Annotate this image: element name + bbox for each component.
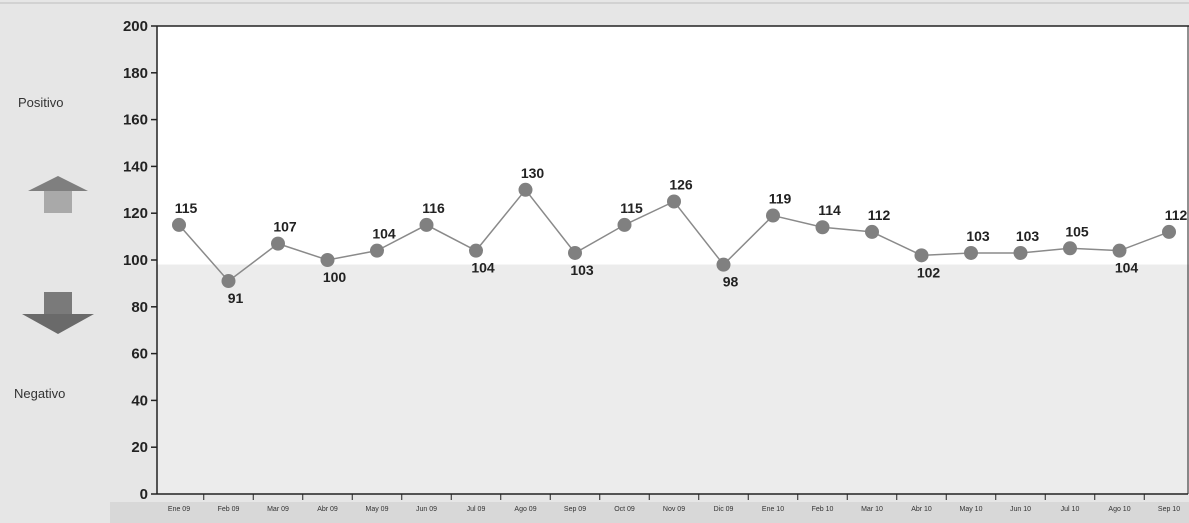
data-point — [172, 217, 186, 232]
data-label: 112 — [1165, 207, 1188, 223]
data-label: 115 — [620, 200, 643, 216]
y-tick-label: 60 — [131, 346, 148, 363]
data-point — [370, 243, 384, 258]
y-tick-label: 120 — [123, 205, 148, 222]
data-label: 91 — [228, 290, 244, 306]
data-point — [518, 182, 533, 197]
data-point — [914, 248, 929, 263]
x-tick-label: Ene 10 — [762, 506, 784, 513]
x-tick-label: Abr 09 — [317, 506, 338, 513]
data-label: 130 — [521, 165, 545, 181]
data-point — [865, 224, 879, 239]
x-tick-label: Jun 10 — [1010, 506, 1031, 513]
data-label: 112 — [868, 207, 891, 223]
x-axis-strip — [110, 502, 1189, 523]
data-point — [766, 208, 780, 223]
data-label: 100 — [323, 269, 347, 285]
x-tick-label: Mar 10 — [861, 506, 883, 513]
x-tick-label: May 09 — [366, 506, 389, 513]
x-tick-label: Mar 09 — [267, 506, 289, 513]
data-labels: 115 91 107 100 104 116 104 130 103 115 126 98 119 114… — [175, 165, 1188, 306]
x-tick-label: Ago 09 — [514, 506, 536, 513]
data-point — [469, 243, 483, 258]
x-tick-label: Jul 10 — [1061, 506, 1080, 513]
data-point — [815, 220, 830, 235]
positive-label: Positivo — [18, 95, 64, 110]
negative-label: Negativo — [14, 386, 65, 401]
x-tick-label: Abr 10 — [911, 506, 932, 513]
data-label: 103 — [966, 228, 990, 244]
arrow-up-icon — [28, 176, 88, 213]
reference-band — [157, 264, 1189, 494]
data-point — [568, 245, 582, 260]
data-label: 104 — [471, 260, 495, 276]
data-label: 104 — [372, 226, 396, 242]
y-tick-label: 20 — [131, 439, 148, 456]
y-tick-label: 160 — [123, 112, 148, 129]
data-label: 126 — [669, 177, 693, 193]
data-label: 107 — [273, 219, 297, 235]
x-tick-label: Dic 09 — [714, 506, 734, 513]
x-axis-ticks: Ene 09 Feb 09 Mar 09 Abr 09 May 09 Jun 09 Jul … — [168, 494, 1180, 513]
data-point — [1162, 224, 1176, 239]
data-point — [716, 257, 731, 272]
y-tick-label: 180 — [123, 65, 148, 82]
x-tick-label: Jul 09 — [467, 506, 486, 513]
y-tick-label: 100 — [123, 252, 148, 269]
data-point — [320, 253, 335, 267]
x-tick-label: Sep 10 — [1158, 506, 1180, 513]
y-tick-label: 80 — [131, 299, 148, 316]
y-tick-label: 0 — [140, 486, 148, 503]
data-point — [1013, 245, 1028, 260]
data-point — [667, 194, 681, 209]
data-point — [419, 217, 434, 232]
x-tick-label: Feb 09 — [218, 506, 240, 513]
data-label: 105 — [1065, 223, 1089, 239]
y-tick-label: 140 — [123, 158, 148, 175]
data-point — [1112, 243, 1127, 258]
x-tick-label: Oct 09 — [614, 506, 635, 513]
data-label: 115 — [175, 200, 198, 216]
data-point — [964, 245, 978, 260]
data-point — [617, 217, 632, 232]
data-label: 116 — [422, 200, 445, 216]
data-label: 103 — [570, 262, 594, 278]
data-point — [221, 274, 236, 289]
y-tick-label: 40 — [131, 392, 148, 409]
series-points — [172, 182, 1176, 289]
data-label: 119 — [769, 191, 792, 207]
data-point — [1063, 241, 1077, 256]
x-tick-label: Sep 09 — [564, 506, 586, 513]
arrow-down-icon — [22, 292, 94, 334]
x-tick-label: Ago 10 — [1108, 506, 1130, 513]
y-axis-ticks: 0 20 40 60 80 100 120 140 160 180 200 — [123, 18, 157, 503]
data-label: 104 — [1115, 260, 1139, 276]
data-label: 98 — [723, 274, 739, 290]
x-tick-label: Ene 09 — [168, 506, 190, 513]
x-tick-label: Nov 09 — [663, 506, 685, 513]
x-tick-label: May 10 — [960, 506, 983, 513]
data-point — [271, 236, 285, 251]
y-tick-label: 200 — [123, 18, 148, 35]
data-label: 114 — [818, 202, 841, 218]
data-label: 103 — [1016, 228, 1040, 244]
x-tick-label: Jun 09 — [416, 506, 437, 513]
plot-area-upper — [157, 26, 1189, 265]
data-label: 102 — [917, 264, 941, 280]
x-tick-label: Feb 10 — [812, 506, 834, 513]
